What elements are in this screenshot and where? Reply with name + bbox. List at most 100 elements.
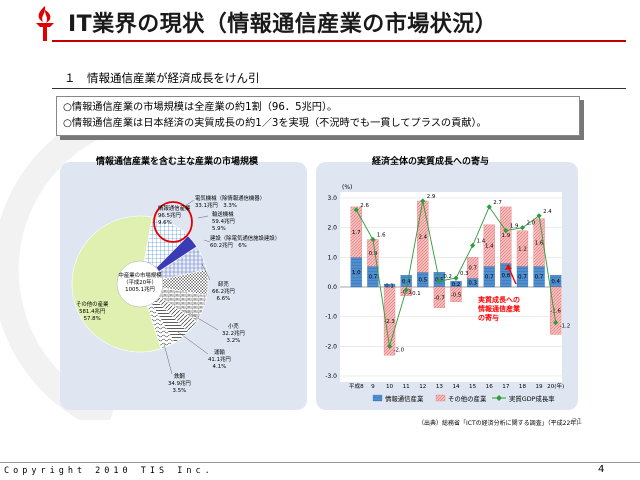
slide-number: 21 <box>572 417 583 426</box>
bar-y-tick-label: 1.0 <box>327 254 337 261</box>
bar-x-tick-label: 20(年) <box>547 382 564 390</box>
pie-label-electric-name: 電気機械（除情報通信機器） <box>195 196 266 202</box>
bar-y-tick-label: -2.0 <box>325 343 337 350</box>
bar-other-label: -0.7 <box>434 295 445 301</box>
gdp-point-label: 2.4 <box>543 209 552 215</box>
bar-ict-label: 0.1 <box>385 284 394 290</box>
summary-bullet-1: ○情報通信産業の市場規模は全産業の約1割（96．5兆円）。 <box>63 102 338 113</box>
torch-logo-icon <box>36 6 54 41</box>
bar-y-tick-label: -3.0 <box>325 373 337 380</box>
bar-x-tick-label: 11 <box>403 384 411 390</box>
copyright: Copyright 2010 TIS Inc. <box>4 466 214 476</box>
bar-other-label: 0.7 <box>468 266 477 272</box>
gdp-point-label: 2.7 <box>493 200 502 206</box>
bar-other <box>516 230 529 267</box>
gdp-point <box>519 225 526 231</box>
bar-y-tick-label: 3.0 <box>327 195 337 202</box>
bar-ict-label: 0.4 <box>551 279 560 285</box>
bar-x-tick-label: 9 <box>371 384 375 390</box>
annotation-line-2: 情報通信産業 <box>478 305 520 313</box>
bar-x-tick-label: 18 <box>519 384 527 390</box>
pie-label-electric: 電気機械（除情報通信機器） 33.1兆円 3.3% <box>195 196 265 210</box>
bar-x-tick-label: 17 <box>502 384 510 390</box>
pie-label-steel-value: 34.9兆円 <box>168 381 191 387</box>
summary-box: ○情報通信産業の市場規模は全産業の約1割（96．5兆円）。 ○情報通信産業は日本… <box>56 96 580 136</box>
bar-other-label: 1.7 <box>352 230 361 236</box>
pie-center-line-2: （平成20年） <box>123 280 157 286</box>
pie-label-retail-name: 小売 <box>228 324 239 330</box>
bar-ict-label: 0.7 <box>518 275 527 281</box>
pie-label-retail-value: 32.2兆円 <box>222 331 245 337</box>
pie-chart-title: 情報通信産業を含む主な産業の市場規模 <box>96 157 259 167</box>
bar-x-tick-label: 13 <box>436 384 444 390</box>
bar-ict-label: 0.7 <box>369 275 378 281</box>
pie-label-steel-name: 鉄鋼 <box>174 374 185 380</box>
pie-label-transport-percent: 4.1% <box>212 364 227 370</box>
pie-label-construction: 建設（除電気通信施設建設） 60.2兆円 6% <box>210 236 280 250</box>
bar-other-label: 2.4 <box>418 235 427 241</box>
pie-label-retail: 小売 32.2兆円 3.2% <box>222 324 245 345</box>
gdp-point <box>486 204 492 210</box>
bar-ict-label: 0.8 <box>502 273 511 279</box>
pie-center-hole <box>116 260 164 308</box>
bar-chart-title: 経済全体の実質成長への寄与 <box>372 157 490 167</box>
bar-ict-label: 0.4 <box>402 279 411 285</box>
bar-other <box>350 206 362 258</box>
bar-y-ticks: 3.0 2.0 1.0 0.0 -1.0 -2.0 -3.0 <box>325 195 337 380</box>
bar-x-tick-label: 15 <box>469 384 477 390</box>
pie-label-construction-value: 60.2兆円 6% <box>210 243 247 249</box>
pie-label-other-value: 581.4兆円 <box>79 309 106 315</box>
gdp-point-label: 1.4 <box>477 238 486 244</box>
pie-label-ict: 情報通信産業 96.5兆円 9.6% <box>158 206 190 227</box>
legend-ict-label: 情報通信産業 <box>385 394 424 403</box>
bar-ict-label: 0.7 <box>485 275 494 281</box>
bar-ict-label: 0.3 <box>468 281 477 287</box>
pie-label-transport-machinery-name: 輸送機械 <box>212 212 234 218</box>
bar-x-ticks: 平成8 9 10 11 12 13 14 15 16 17 18 19 20(年) <box>349 382 564 390</box>
bar-other <box>500 206 512 264</box>
bar-y-unit: (%) <box>342 184 352 191</box>
bar-x-tick-label: 19 <box>536 384 544 390</box>
legend-other-label: その他の産業 <box>448 394 487 403</box>
bar-y-tick-label: 2.0 <box>327 225 337 232</box>
pie-slice-8 <box>71 215 162 353</box>
pie-center-line-3: 1005.1兆円 <box>125 287 155 293</box>
page-title: IT業界の現状（情報通信産業の市場状況） <box>68 12 498 37</box>
gdp-point-label: 2.0 <box>526 221 535 227</box>
gdp-point-label: -1.2 <box>560 324 571 330</box>
pie-label-wholesale-name: 卸売 <box>218 282 229 288</box>
pie-chart <box>71 199 219 375</box>
bar-marks: 1.01.70.70.90.1-2.30.4-0.30.52.40.5-0.70… <box>350 200 562 356</box>
bar-x-tick-label: 12 <box>419 384 426 390</box>
pie-label-transport: 運輸 41.1兆円 4.1% <box>208 350 231 371</box>
gdp-point <box>420 198 426 204</box>
annotation-line-3: の寄与 <box>478 314 499 322</box>
bar-annotation: 実質成長への 情報通信産業 の寄与 <box>478 296 520 323</box>
gdp-point-label: 2.9 <box>427 194 436 200</box>
gdp-point-label: 1.6 <box>377 233 386 239</box>
pie-label-transport-name: 運輸 <box>214 350 225 356</box>
bar-legend: 情報通信産業 その他の産業 実質GDP成長率 <box>372 394 555 403</box>
bar-other <box>466 257 479 279</box>
pie-center-line-1: 中産業の市場規模 <box>118 273 162 279</box>
pie-label-transport-machinery: 輸送機械 59.4兆円 5.9% <box>212 212 235 233</box>
bar-other <box>383 286 396 356</box>
bar-other-label: 0.9 <box>369 251 378 257</box>
bar-other <box>433 286 446 308</box>
bar-chart: 3.0 2.0 1.0 0.0 -1.0 -2.0 -3.0 平成8 9 10 11 12 13 14 1… <box>325 184 571 403</box>
gdp-point <box>503 228 509 234</box>
bar-other-label: -2.3 <box>384 319 395 325</box>
pie-label-transport-machinery-value: 59.4兆円 <box>212 219 235 225</box>
pie-center-label: 中産業の市場規模 （平成20年） 1005.1兆円 <box>112 273 168 294</box>
bar-other-label: -0.5 <box>451 292 462 298</box>
pie-label-other-name: その他の産業 <box>76 302 109 308</box>
bar-ict-label: 0.7 <box>535 275 544 281</box>
bar-other-label: 1.6 <box>535 241 544 247</box>
bar-ict-label: 1.0 <box>352 270 361 276</box>
pie-label-wholesale-value: 66.2兆円 <box>212 289 235 295</box>
gdp-point-label: 0.3 <box>460 271 469 277</box>
pie-label-transport-machinery-percent: 5.9% <box>212 226 226 232</box>
pie-label-ict-percent: 9.6% <box>158 220 172 226</box>
pie-label-steel-percent: 3.5% <box>172 388 187 394</box>
legend-gdp-marker-icon <box>496 395 502 401</box>
